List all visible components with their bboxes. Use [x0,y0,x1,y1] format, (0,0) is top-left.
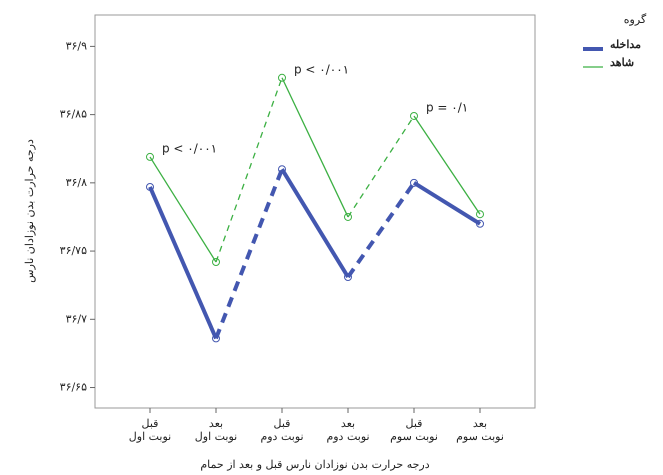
line-segment [215,77,283,263]
p-value-annotation: p = ۰/۱ [426,100,468,114]
legend-label: شاهد [610,56,634,69]
p-value-annotation: p < ۰/۰۰۱ [294,62,349,76]
x-axis-label: درجه حرارت بدن نوزادان نارس قبل و بعد از… [200,458,429,471]
legend-label: مداخله [610,38,641,51]
x-tick-label: نوبت سوم [456,430,504,443]
point-marker [410,178,418,187]
point-marker [278,165,286,174]
y-tick-label: ۳۶/۶۵ [60,381,87,394]
point-marker [476,210,484,219]
line-segment [347,115,415,218]
line-segment [413,115,481,215]
point-marker [278,73,286,82]
x-tick-label: نوبت دوم [326,430,369,443]
x-tick-label: قبل [274,417,291,430]
line-segment [214,168,284,340]
x-tick-label: قبل [142,417,159,430]
line-segment [281,77,349,218]
point-marker [212,334,220,343]
line-segment [346,181,416,279]
x-tick-label: بعد [473,417,487,430]
p-value-annotation: p < ۰/۰۰۱ [162,141,217,155]
x-tick-label: نوبت اول [129,430,171,443]
point-marker [146,182,154,191]
x-tick-label: قبل [406,417,423,430]
plot-frame [94,14,536,409]
y-tick-label: ۳۶/۸ [66,176,88,189]
y-tick-label: ۳۶/۷۵ [60,244,87,257]
legend-title: گروه [624,13,647,26]
point-marker [344,212,352,221]
x-tick-label: نوبت سوم [390,430,438,443]
point-marker [410,111,418,120]
point-marker [212,257,220,266]
line-segment [148,186,218,340]
y-tick-label: ۳۶/۹ [66,39,88,52]
y-tick-label: ۳۶/۸۵ [60,108,87,121]
y-tick-label: ۳۶/۷ [66,312,88,325]
point-marker [476,219,484,228]
point-marker [344,273,352,281]
line-segment [280,168,350,279]
line-segment [412,181,482,226]
y-axis-label: درجه حرارت بدن نوزادان نارس [23,139,36,283]
x-tick-label: بعد [341,417,355,430]
x-tick-label: نوبت اول [195,430,237,443]
line-segment [149,156,217,263]
point-marker [146,152,154,161]
x-tick-label: بعد [209,417,223,430]
x-tick-label: نوبت دوم [260,430,303,443]
